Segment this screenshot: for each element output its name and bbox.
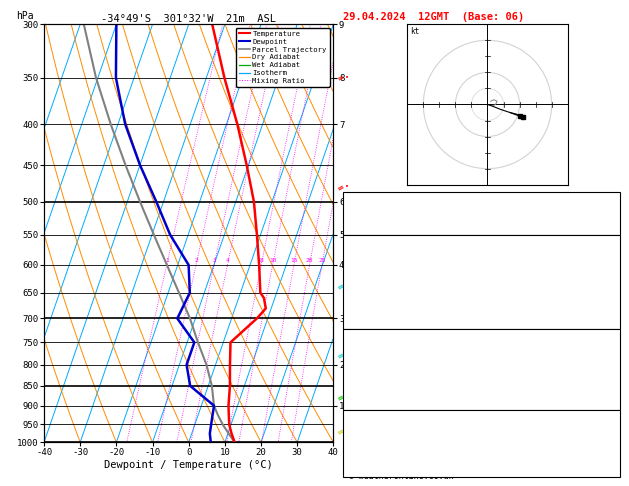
Text: 2: 2: [194, 258, 198, 263]
Text: 12.7: 12.7: [593, 248, 616, 258]
Text: •: •: [345, 429, 348, 434]
Text: 5: 5: [610, 370, 616, 380]
Y-axis label: km
ASL: km ASL: [346, 225, 365, 242]
Text: •: •: [345, 185, 348, 191]
Text: ≡: ≡: [335, 392, 346, 403]
Text: K: K: [347, 195, 352, 205]
Text: 8: 8: [259, 258, 263, 263]
Text: Lifted Index: Lifted Index: [347, 289, 417, 299]
Text: •: •: [345, 75, 348, 81]
Text: Hodograph: Hodograph: [455, 411, 508, 421]
Text: 3: 3: [212, 258, 216, 263]
Text: 15: 15: [290, 258, 298, 263]
Title: -34°49'S  301°32'W  21m  ASL: -34°49'S 301°32'W 21m ASL: [101, 14, 276, 23]
Text: 1.66: 1.66: [593, 222, 616, 232]
Text: 4: 4: [226, 258, 230, 263]
Text: StmSpd (kt): StmSpd (kt): [347, 464, 411, 474]
Text: 25: 25: [318, 258, 326, 263]
Text: 750: 750: [598, 343, 616, 352]
Text: 0: 0: [610, 316, 616, 326]
Text: 15: 15: [604, 289, 616, 299]
Text: 18: 18: [604, 208, 616, 218]
Text: ≡: ≡: [335, 282, 346, 293]
Text: SREH: SREH: [347, 437, 370, 447]
Text: •: •: [345, 284, 348, 290]
Text: -145: -145: [593, 423, 616, 433]
Text: PW (cm): PW (cm): [347, 222, 387, 232]
Text: StmDir: StmDir: [347, 451, 382, 460]
Text: 33: 33: [604, 464, 616, 474]
Text: Temp (°C): Temp (°C): [347, 248, 399, 258]
Text: Most Unstable: Most Unstable: [443, 330, 520, 340]
Text: 20: 20: [306, 258, 313, 263]
Text: 301: 301: [598, 276, 616, 285]
Text: 29.04.2024  12GMT  (Base: 06): 29.04.2024 12GMT (Base: 06): [343, 12, 524, 22]
Text: 0: 0: [610, 397, 616, 407]
Text: CIN (J): CIN (J): [347, 397, 387, 407]
Text: ≡: ≡: [335, 182, 346, 193]
Text: 0: 0: [610, 303, 616, 312]
Text: LCL: LCL: [377, 409, 391, 418]
Text: Surface: Surface: [460, 236, 502, 246]
Legend: Temperature, Dewpoint, Parcel Trajectory, Dry Adiabat, Wet Adiabat, Isotherm, Mi: Temperature, Dewpoint, Parcel Trajectory…: [236, 28, 330, 87]
Text: kt: kt: [411, 27, 420, 36]
Text: θe(K): θe(K): [347, 276, 376, 285]
Text: CAPE (J): CAPE (J): [347, 383, 394, 393]
Text: Lifted Index: Lifted Index: [347, 370, 417, 380]
Text: CAPE (J): CAPE (J): [347, 303, 394, 312]
Text: EH: EH: [347, 423, 359, 433]
Text: •: •: [345, 395, 348, 401]
Text: ≡: ≡: [335, 72, 346, 84]
Text: Dewp (°C): Dewp (°C): [347, 262, 399, 272]
Text: •: •: [345, 353, 348, 359]
X-axis label: Dewpoint / Temperature (°C): Dewpoint / Temperature (°C): [104, 460, 273, 469]
Text: CIN (J): CIN (J): [347, 316, 387, 326]
Text: 4: 4: [610, 195, 616, 205]
Text: 0: 0: [610, 383, 616, 393]
Text: ≡: ≡: [335, 426, 346, 437]
Text: -58: -58: [598, 437, 616, 447]
Text: Pressure (mb): Pressure (mb): [347, 343, 423, 352]
Text: 6.1: 6.1: [598, 262, 616, 272]
Text: © weatheronline.co.uk: © weatheronline.co.uk: [349, 472, 454, 481]
Text: Totals Totals: Totals Totals: [347, 208, 423, 218]
Text: hPa: hPa: [16, 12, 33, 21]
Text: 10: 10: [269, 258, 276, 263]
Text: θe (K): θe (K): [347, 356, 382, 366]
Text: 316°: 316°: [593, 451, 616, 460]
Text: 316: 316: [598, 356, 616, 366]
Text: ≡: ≡: [335, 350, 346, 362]
Text: 1: 1: [165, 258, 169, 263]
